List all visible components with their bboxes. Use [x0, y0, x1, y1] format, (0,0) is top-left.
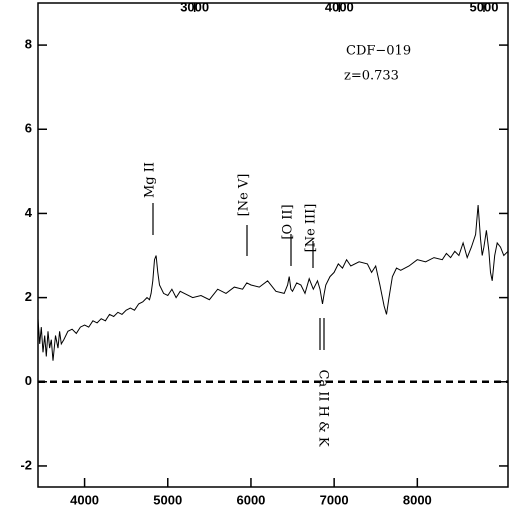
y-tick-label: -2: [20, 457, 32, 472]
line-label: [O II]: [281, 204, 296, 239]
x-tick-label: 5000: [153, 492, 182, 507]
line-label: Mg II: [143, 162, 158, 198]
x-tick-label: 7000: [320, 492, 349, 507]
plot-frame: [37, 2, 509, 488]
chart-subtitle: z=0.733: [344, 69, 399, 84]
line-label: [Ne V]: [237, 174, 252, 217]
y-tick-label: 2: [25, 289, 32, 304]
x2-tick-label: 4000: [325, 0, 354, 14]
y-tick-label: 8: [25, 37, 32, 52]
x2-tick-label: 5000: [470, 0, 499, 14]
x2-tick-label: 3000: [180, 0, 209, 14]
y-tick-label: 6: [25, 121, 32, 136]
line-label: Ca II H & K: [316, 369, 331, 446]
y-tick-label: 4: [25, 205, 33, 220]
y-tick-label: 0: [25, 373, 32, 388]
x-tick-label: 4000: [70, 492, 99, 507]
x-tick-label: 8000: [403, 492, 432, 507]
line-label: [Ne III]: [304, 204, 319, 253]
x-tick-label: 6000: [236, 492, 265, 507]
spectrum-line: [37, 204, 509, 361]
chart-title: CDF−019: [346, 44, 411, 59]
